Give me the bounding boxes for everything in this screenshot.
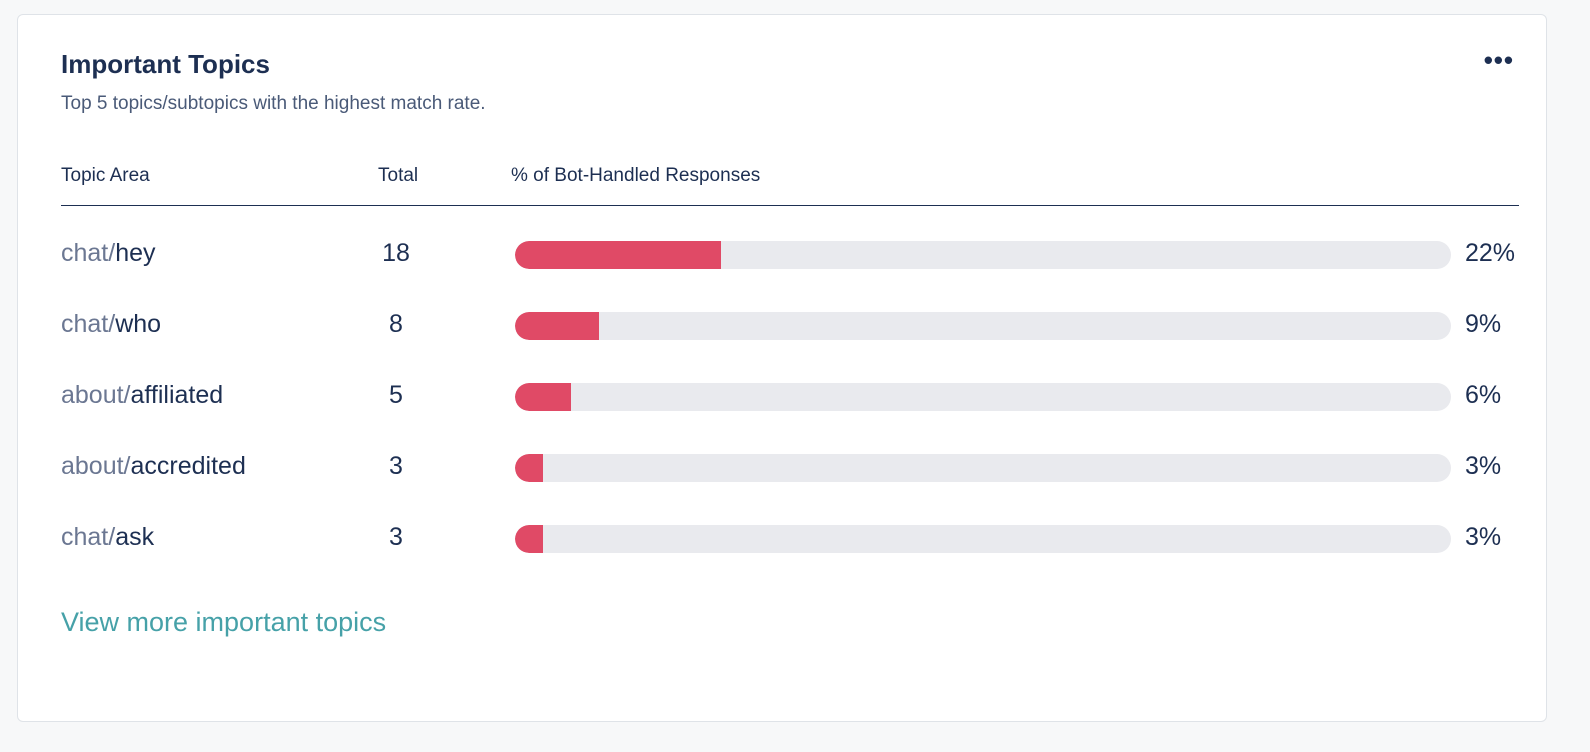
topic-parent: chat/ bbox=[61, 239, 116, 267]
progress-fill bbox=[515, 525, 544, 553]
card-subtitle: Top 5 topics/subtopics with the highest … bbox=[61, 93, 486, 114]
progress-track bbox=[515, 383, 1451, 411]
progress-fill bbox=[515, 454, 544, 482]
view-more-topics-link[interactable]: View more important topics bbox=[61, 607, 387, 637]
topic-child: ask bbox=[115, 523, 155, 551]
header-topic-area: Topic Area bbox=[61, 165, 150, 186]
table-row: chat/hey 18 22% bbox=[61, 221, 1519, 292]
topic-child: who bbox=[115, 310, 162, 338]
total-cell: 3 bbox=[389, 452, 403, 480]
pct-cell: 3% bbox=[1465, 452, 1502, 480]
topic-cell: about/accredited bbox=[61, 451, 246, 481]
header-bot-handled-pct: % of Bot-Handled Responses bbox=[511, 165, 761, 186]
table-row: chat/who 8 9% bbox=[61, 292, 1519, 363]
topic-cell: chat/who bbox=[61, 309, 161, 339]
topic-child: accredited bbox=[130, 452, 246, 480]
pct-cell: 6% bbox=[1465, 381, 1502, 409]
topic-cell: chat/ask bbox=[61, 522, 154, 552]
pct-cell: 22% bbox=[1465, 239, 1516, 267]
table-row: about/affiliated 5 6% bbox=[61, 363, 1519, 434]
pct-cell: 3% bbox=[1465, 523, 1502, 551]
pct-cell: 9% bbox=[1465, 310, 1502, 338]
table-row: about/accredited 3 3% bbox=[61, 434, 1519, 505]
card-title: Important Topics bbox=[61, 49, 270, 79]
progress-fill bbox=[515, 241, 721, 269]
topics-table-body: chat/hey 18 22% chat/who 8 9% about/affi… bbox=[61, 221, 1519, 576]
topic-child: affiliated bbox=[130, 381, 224, 409]
progress-track bbox=[515, 241, 1451, 269]
progress-fill bbox=[515, 312, 600, 340]
total-cell: 8 bbox=[389, 310, 403, 338]
progress-track bbox=[515, 454, 1451, 482]
progress-track bbox=[515, 525, 1451, 553]
progress-track bbox=[515, 312, 1451, 340]
total-cell: 3 bbox=[389, 523, 403, 551]
more-options-icon[interactable]: ••• bbox=[1483, 45, 1514, 75]
header-total: Total bbox=[378, 165, 419, 186]
total-cell: 5 bbox=[389, 381, 403, 409]
important-topics-card: Important Topics Top 5 topics/subtopics … bbox=[17, 14, 1547, 722]
topic-parent: chat/ bbox=[61, 523, 116, 551]
topic-child: hey bbox=[115, 239, 156, 267]
table-header: Topic Area Total % of Bot-Handled Respon… bbox=[61, 165, 1519, 206]
topic-parent: about/ bbox=[61, 381, 131, 409]
table-row: chat/ask 3 3% bbox=[61, 505, 1519, 576]
topic-cell: about/affiliated bbox=[61, 380, 223, 410]
topic-parent: about/ bbox=[61, 452, 131, 480]
topic-parent: chat/ bbox=[61, 310, 116, 338]
progress-fill bbox=[515, 383, 572, 411]
total-cell: 18 bbox=[382, 239, 410, 267]
topic-cell: chat/hey bbox=[61, 238, 156, 268]
